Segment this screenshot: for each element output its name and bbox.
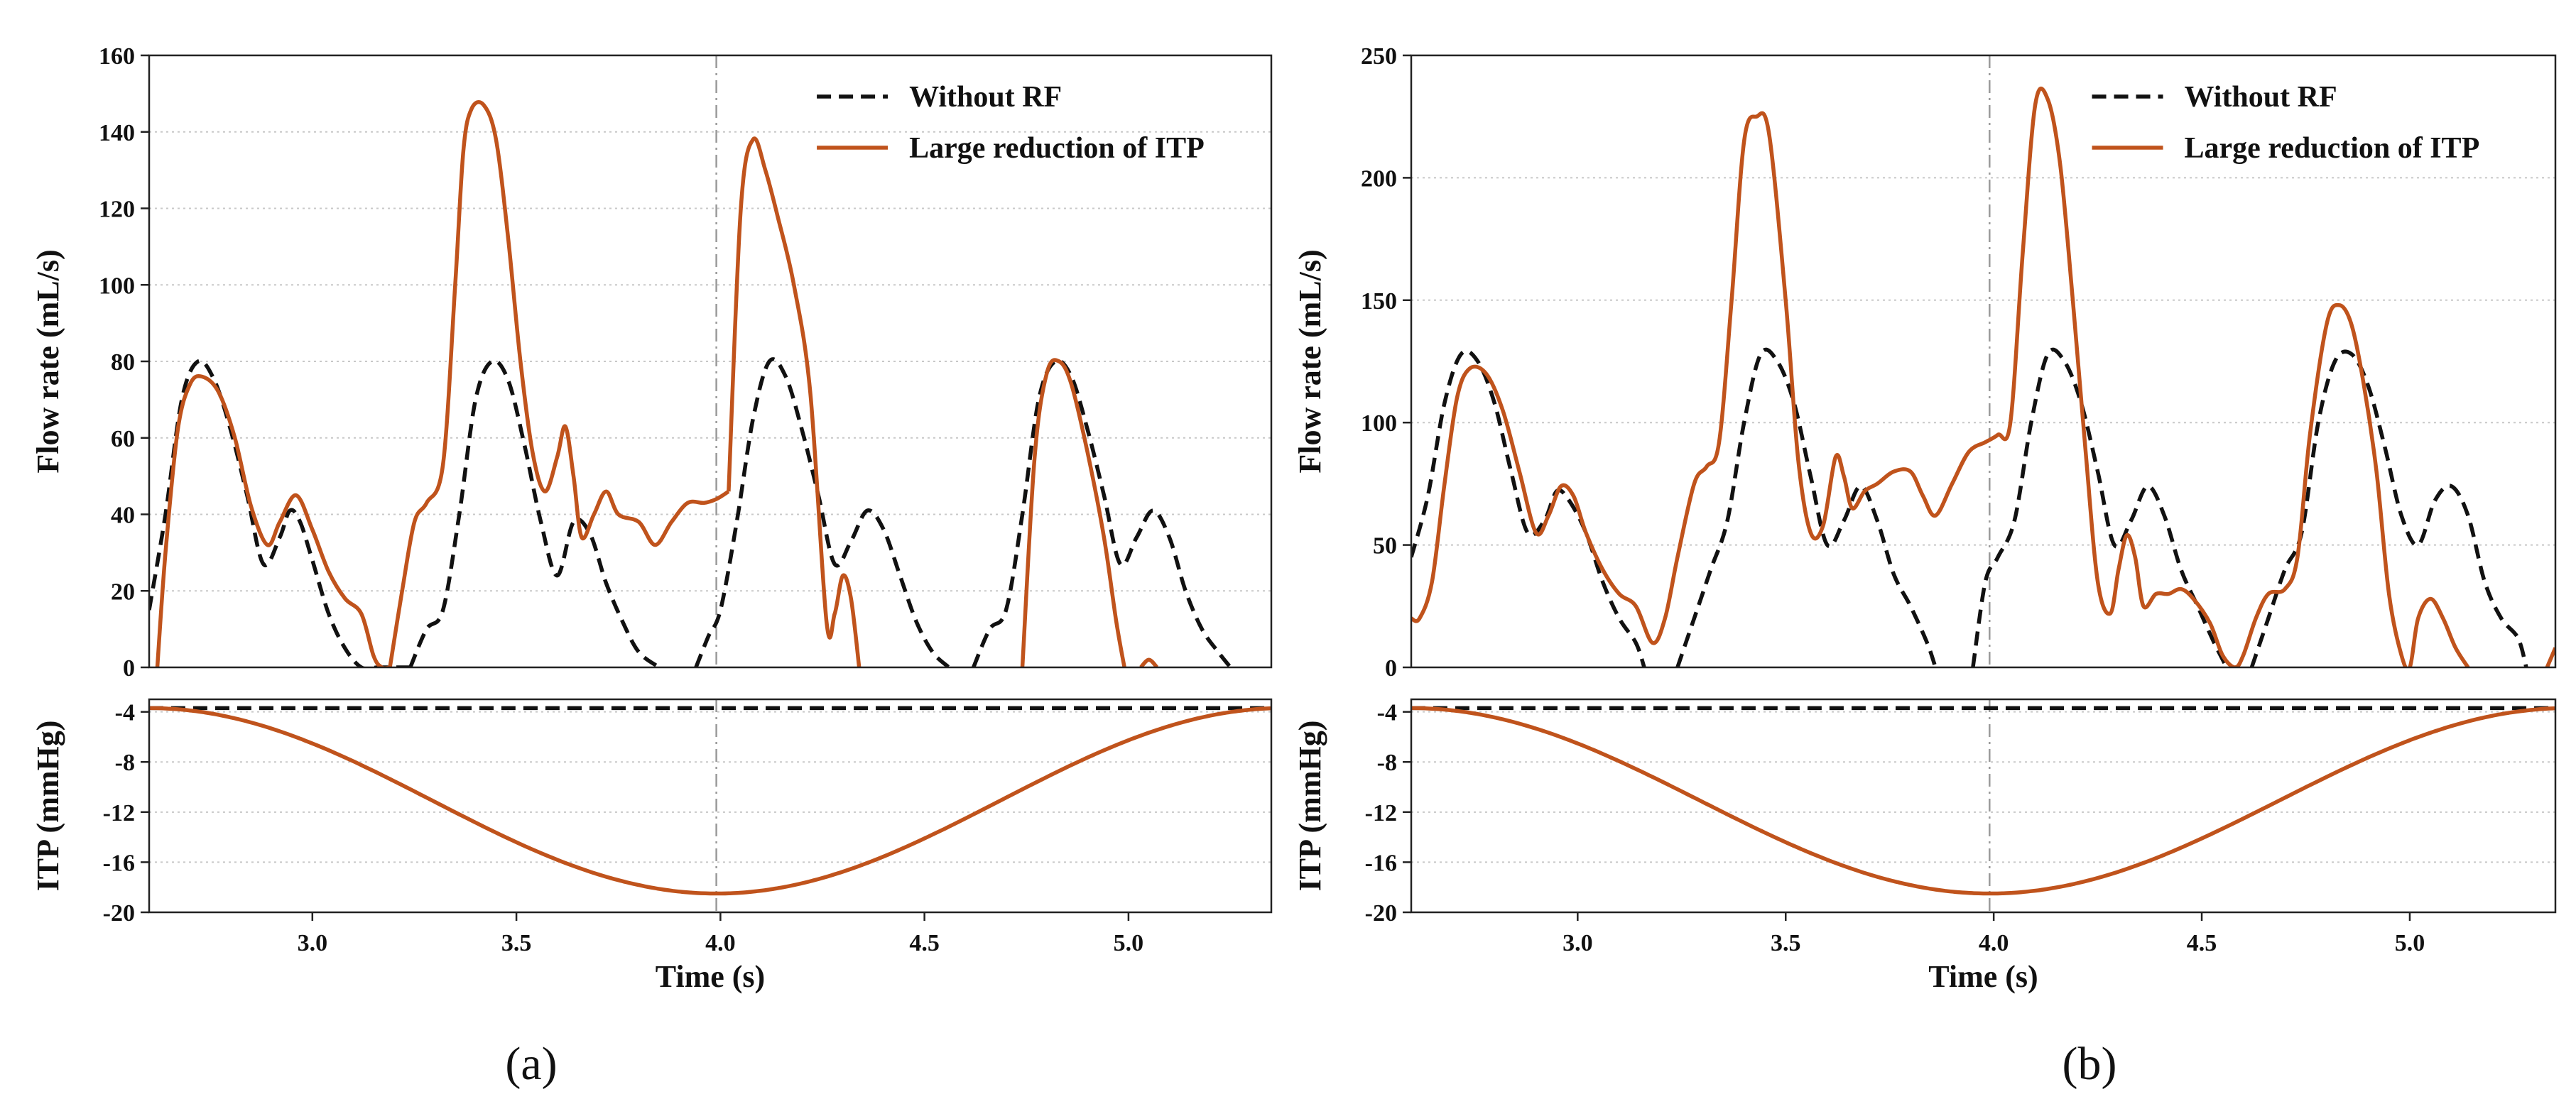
flow-ytick-label: 150 [1361,288,1397,315]
panel-label: (a) [505,1038,557,1090]
itp-ytick-label: -4 [1377,700,1397,726]
itp-ytick-label: -12 [103,800,135,826]
itp-y-axis-label: ITP (mmHg) [31,721,65,892]
itp-y-axis-label: ITP (mmHg) [1293,721,1327,892]
xtick-label: 5.0 [2395,930,2425,956]
flow-plot-frame [148,54,1273,669]
itp-ytick-label: -16 [103,850,135,876]
itp-plot-frame [148,698,1273,914]
flow-ytick-label: 200 [1361,165,1397,192]
flow-ytick-label: 160 [99,43,135,70]
large-reduction-itp-line [1411,706,2555,896]
x-axis-label: Time (s) [656,959,765,994]
xtick-label: 4.5 [2187,930,2217,956]
itp-ytick-label: -16 [1365,850,1397,876]
large-reduction-flow-line [1020,358,1126,667]
without-rf-flow-line [408,359,661,667]
flow-y-axis-label: Flow rate (mL/s) [1293,249,1327,473]
flow-ytick-label: 0 [1385,655,1397,682]
large-reduction-flow-line [2545,647,2555,667]
legend-label-large-reduction: Large reduction of ITP [909,132,1205,165]
large-reduction-flow-line [1411,86,2470,667]
legend: Without RF Large reduction of ITP [2092,81,2480,165]
xtick-label: 3.0 [1563,930,1593,956]
without-rf-flow-line [694,357,950,667]
flow-series-group [1411,86,2555,667]
without-rf-flow-line [1971,347,2229,667]
legend: Without RF Large reduction of ITP [817,81,1205,165]
flow-ytick-label: 80 [111,349,135,376]
without-rf-flow-line [1675,347,1938,667]
itp-ytick-label: -20 [1365,900,1397,927]
xtick-label: 3.5 [501,930,532,956]
flow-ytick-label: 250 [1361,43,1397,70]
flow-ytick-label: 100 [99,273,135,299]
flow-ytick-label: 50 [1373,533,1397,559]
flow-ytick-label: 140 [99,120,135,146]
without-rf-flow-line [2249,349,2528,667]
flow-ytick-label: 60 [111,426,135,452]
itp-ytick-label: -20 [103,900,135,927]
itp-ytick-label: -4 [115,700,135,726]
xtick-label: 4.5 [909,930,940,956]
xtick-label: 5.0 [1114,930,1144,956]
chart-panel-a: 0 20 40 60 80 100 120 140 160 Flow rate (mL/s) -4 -… [31,43,1273,1090]
itp-plot-frame [1410,698,2557,914]
large-reduction-flow-line [1139,657,1159,667]
flow-plot-frame [1410,54,2557,669]
xtick-label: 3.0 [298,930,328,956]
flow-ytick-label: 120 [99,197,135,223]
xtick-label: 3.5 [1771,930,1801,956]
panel-label: (b) [2063,1038,2117,1090]
itp-ytick-label: -8 [1377,750,1397,776]
itp-series-group [149,706,1271,896]
chart-panel-b: 0 50 100 150 200 250 Flow rate (mL/s) -4 -8 -12 -1… [1293,43,2557,1090]
large-reduction-flow-line [727,136,862,667]
xtick-label: 4.0 [705,930,736,956]
large-reduction-flow-line [155,373,390,667]
large-reduction-itp-line [149,706,1271,896]
flow-ytick-label: 20 [111,579,135,605]
xtick-label: 4.0 [1979,930,2009,956]
flow-ytick-label: 40 [111,503,135,529]
without-rf-flow-line [1411,349,1646,667]
flow-y-axis-label: Flow rate (mL/s) [31,249,65,473]
flow-ytick-label: 100 [1361,410,1397,437]
itp-ytick-label: -8 [115,750,135,776]
x-axis-label: Time (s) [1928,959,2038,994]
flow-series-group [149,100,1232,667]
legend-label-without-rf: Without RF [2185,81,2337,114]
itp-series-group [1411,706,2555,896]
large-reduction-flow-line [388,100,730,667]
legend-label-without-rf: Without RF [909,81,1062,114]
without-rf-flow-line [972,358,1232,667]
flow-ytick-label: 0 [123,655,135,682]
itp-ytick-label: -12 [1365,800,1397,826]
legend-label-large-reduction: Large reduction of ITP [2185,132,2480,165]
